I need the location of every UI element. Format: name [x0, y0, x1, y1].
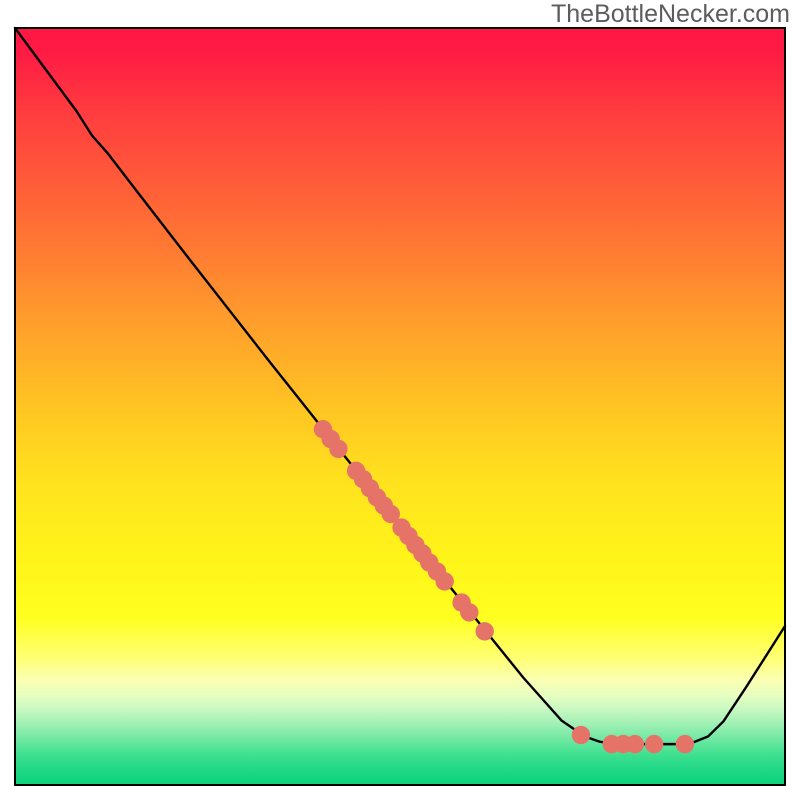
- watermark-text: TheBottleNecker.com: [551, 0, 790, 28]
- data-marker: [476, 622, 494, 640]
- data-marker: [435, 572, 453, 590]
- data-marker: [645, 735, 663, 753]
- data-marker: [626, 735, 644, 753]
- chart-container: TheBottleNecker.com: [0, 0, 800, 800]
- data-marker: [676, 735, 694, 753]
- bottleneck-chart: TheBottleNecker.com: [0, 0, 800, 800]
- data-marker: [572, 726, 590, 744]
- data-marker: [460, 603, 478, 621]
- data-marker: [329, 440, 347, 458]
- plot-background: [15, 28, 785, 785]
